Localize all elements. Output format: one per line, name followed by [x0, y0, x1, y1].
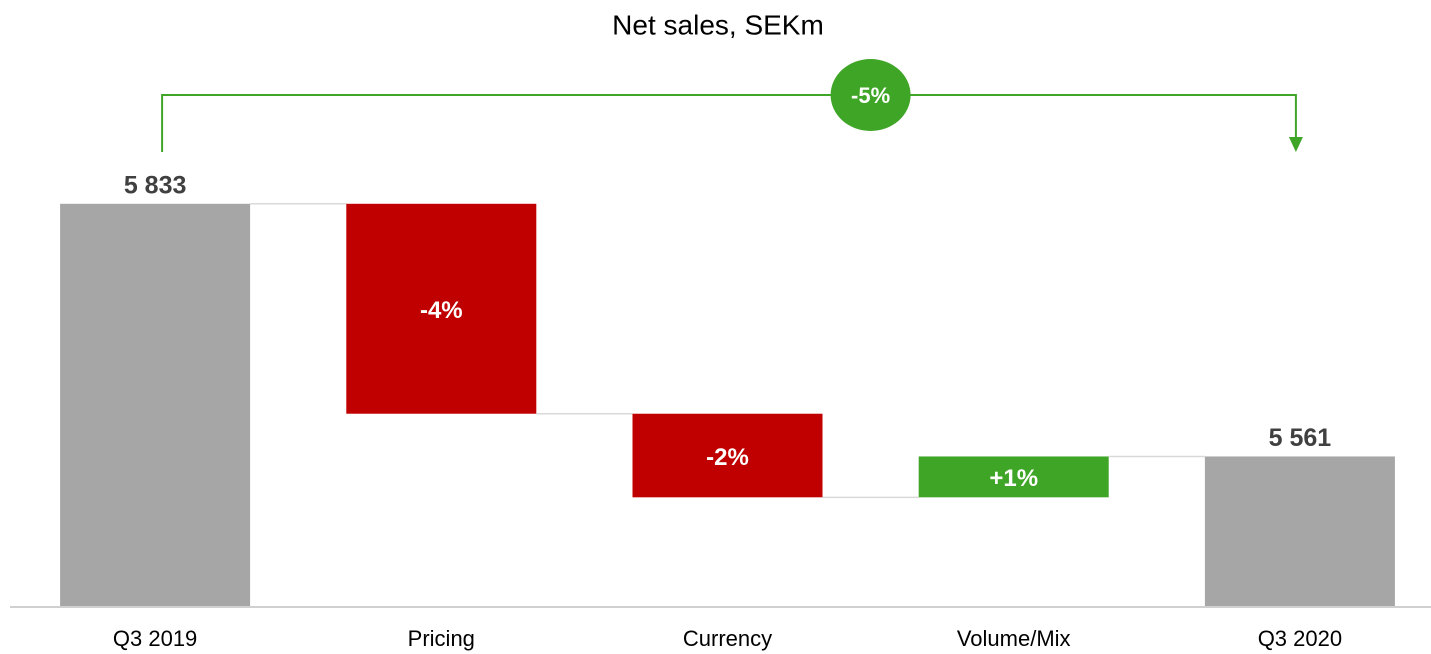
- value-label: -4%: [420, 297, 463, 324]
- annotation-badge: [830, 59, 911, 131]
- annotation-label: -5%: [851, 83, 890, 108]
- bar: [918, 456, 1109, 498]
- annotation-bracket: [161, 94, 1297, 152]
- x-tick-label: Q3 2019: [113, 626, 197, 651]
- chart-title: Net sales, SEKm: [612, 9, 824, 40]
- x-tick-label: Pricing: [408, 626, 475, 651]
- bar: [632, 413, 823, 498]
- bar: [60, 203, 251, 606]
- x-tick-label: Currency: [683, 626, 772, 651]
- x-tick-label: Volume/Mix: [957, 626, 1071, 651]
- value-label: -2%: [706, 444, 749, 471]
- bar: [346, 203, 537, 414]
- bar: [1204, 456, 1395, 606]
- value-label: +1%: [989, 465, 1038, 492]
- x-tick-label: Q3 2020: [1258, 626, 1342, 651]
- value-label: 5 833: [124, 171, 187, 199]
- value-label: 5 561: [1269, 424, 1332, 452]
- annotation-arrowhead: [1288, 137, 1303, 152]
